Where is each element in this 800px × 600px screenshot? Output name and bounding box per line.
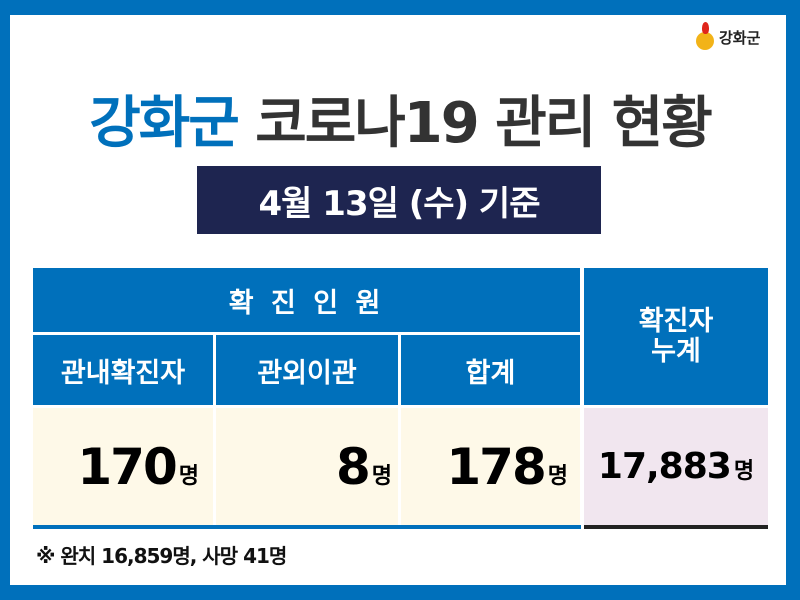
- table-bottom-line-cumulative: [584, 525, 768, 529]
- cumulative-header: 확진자 누계: [584, 268, 768, 405]
- logo-emblem-icon: [694, 22, 716, 52]
- column-header-local: 관내확진자: [33, 335, 213, 405]
- value-local: 170 명: [33, 408, 213, 525]
- column-header-transferred: 관외이관: [216, 335, 398, 405]
- value-cumulative: 17,883 명: [584, 408, 768, 525]
- value-total: 178 명: [401, 408, 580, 525]
- footnote: ※ 완치 16,859명, 사망 41명: [36, 544, 287, 568]
- column-header-total: 합계: [401, 335, 580, 405]
- logo-text: 강화군: [719, 28, 761, 47]
- page-title: 강화군 코로나19 관리 현황: [0, 78, 800, 159]
- title-county: 강화군: [89, 91, 240, 156]
- title-rest: 코로나19 관리 현황: [255, 91, 713, 156]
- table-bottom-line: [33, 525, 581, 529]
- confirmed-group-header: 확 진 인 원: [33, 268, 580, 332]
- gangwha-logo: 강화군: [694, 22, 760, 52]
- date-banner: 4월 13일 (수) 기준: [197, 166, 601, 234]
